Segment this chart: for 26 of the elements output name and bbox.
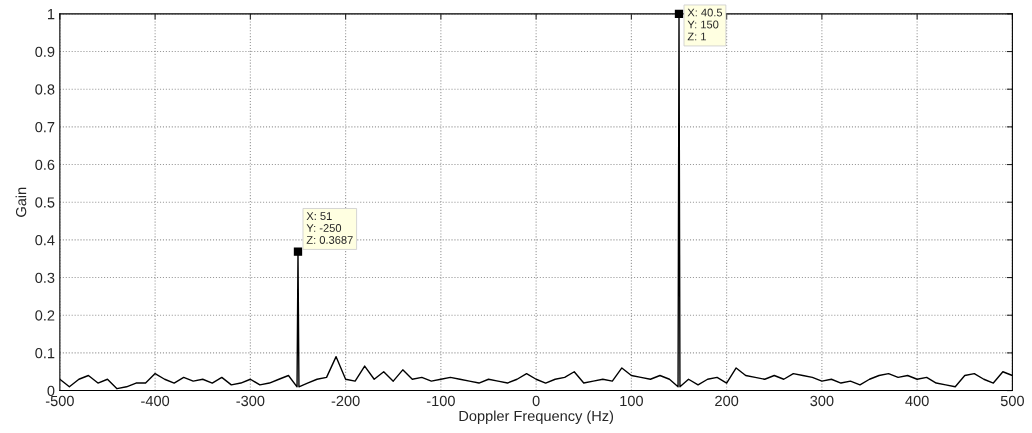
y-tick-label: 0.9 — [35, 46, 55, 57]
y-tick-label: 0.4 — [35, 234, 55, 246]
y-tick-label: 0.8 — [35, 84, 55, 95]
y-tick-label: 0 — [47, 385, 55, 396]
x-tick-label: 400 — [905, 395, 929, 407]
y-axis-title: Gain — [15, 187, 27, 217]
x-axis-title: Doppler Frequency (Hz) — [459, 410, 614, 424]
y-tick-label: 0.1 — [35, 348, 55, 359]
x-tick-label: -500 — [45, 395, 74, 407]
y-tick-label: 0.5 — [35, 197, 55, 208]
x-tick-label: 0 — [532, 395, 540, 407]
y-tick-label: 0.7 — [35, 121, 55, 133]
x-tick-label: 200 — [715, 395, 739, 407]
x-tick-label: 500 — [1000, 395, 1024, 407]
annotation: X: 51 Y: -250 Z: 0.3687 — [306, 212, 353, 244]
x-tick-label: -100 — [426, 395, 455, 407]
y-tick-label: 0.6 — [35, 159, 55, 170]
y-tick-label: 0.3 — [35, 272, 55, 283]
y-tick-label: 1 — [48, 9, 55, 20]
annotation: X: 40.5 Y: 150 Z: 1 — [687, 8, 723, 41]
x-tick-label: -300 — [236, 395, 265, 407]
x-tick-label: 100 — [620, 395, 643, 407]
x-tick-label: 300 — [810, 395, 834, 407]
x-tick-label: -200 — [331, 395, 360, 407]
x-tick-label: -400 — [141, 395, 170, 407]
y-tick-label: 0.2 — [35, 310, 55, 321]
